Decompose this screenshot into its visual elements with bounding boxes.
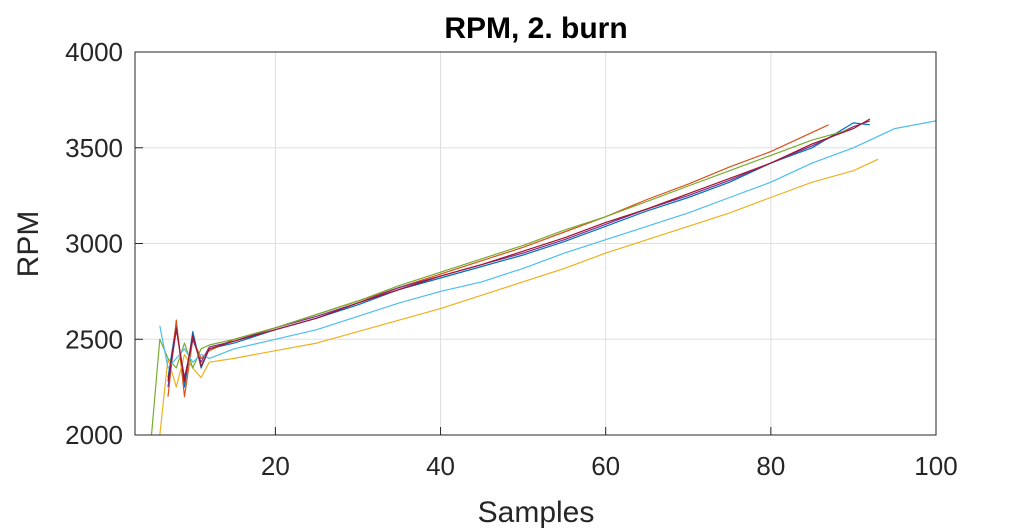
- series-line-5: [150, 128, 854, 436]
- grid-lines: [135, 52, 936, 435]
- series-line-4: [167, 120, 871, 388]
- x-tick-labels: 20 40 60 80 100: [261, 427, 958, 481]
- x-axis-label: Samples: [478, 496, 595, 529]
- y-tick-label: 3500: [65, 133, 123, 163]
- series-line-1: [167, 122, 870, 388]
- y-tick-label: 3000: [65, 229, 123, 259]
- series-line-3: [159, 158, 879, 436]
- series-line-2: [167, 124, 829, 398]
- y-tick-label: 2000: [65, 420, 123, 450]
- series-line-7: [167, 118, 871, 382]
- series-line-6: [159, 120, 937, 369]
- series-group: [150, 118, 937, 436]
- x-tick-label: 100: [914, 451, 957, 481]
- y-tick-labels: 2000 2500 3000 3500 4000: [65, 37, 143, 450]
- x-tick-label: 40: [426, 451, 455, 481]
- x-tick-label: 80: [756, 451, 785, 481]
- x-tick-label: 20: [261, 451, 290, 481]
- y-axis-label: RPM: [12, 211, 45, 278]
- x-tick-label: 60: [591, 451, 620, 481]
- chart-title: RPM, 2. burn: [444, 12, 627, 45]
- y-tick-label: 4000: [65, 37, 123, 67]
- y-tick-label: 2500: [65, 324, 123, 354]
